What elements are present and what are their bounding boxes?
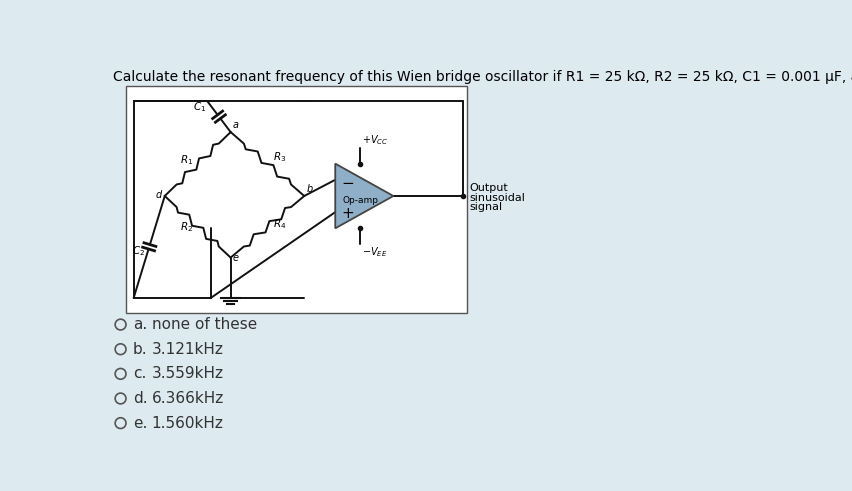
Text: 6.366kHz: 6.366kHz [152,391,223,406]
Text: Op-amp: Op-amp [342,196,377,205]
Text: $R_3$: $R_3$ [273,150,286,164]
Text: Output: Output [469,183,508,193]
Polygon shape [335,164,393,228]
Text: none of these: none of these [152,317,256,332]
Text: 3.559kHz: 3.559kHz [152,366,223,382]
Text: −: − [341,176,354,191]
Text: sinusoidal: sinusoidal [469,192,525,202]
Text: +: + [341,206,354,221]
Bar [126,86,466,313]
Text: e.: e. [133,415,147,431]
Circle shape [115,393,126,404]
Circle shape [115,418,126,429]
Text: c.: c. [133,366,147,382]
Circle shape [115,344,126,355]
Text: 1.560kHz: 1.560kHz [152,415,223,431]
Text: +$V_{CC}$: +$V_{CC}$ [362,133,389,147]
Text: signal: signal [469,202,502,212]
Text: $R_1$: $R_1$ [180,154,193,167]
Text: $C_2$: $C_2$ [132,245,145,258]
Text: Calculate the resonant frequency of this Wien bridge oscillator if R1 = 25 kΩ, R: Calculate the resonant frequency of this… [112,70,852,83]
Text: $R_2$: $R_2$ [180,220,193,234]
Text: b: b [306,184,313,194]
Circle shape [115,319,126,330]
Circle shape [115,368,126,379]
Text: $R_4$: $R_4$ [273,217,286,231]
Text: 3.121kHz: 3.121kHz [152,342,223,356]
Text: b.: b. [133,342,147,356]
Text: $C_1$: $C_1$ [193,101,206,114]
Text: $-V_{EE}$: $-V_{EE}$ [362,246,388,259]
Text: d.: d. [133,391,147,406]
Text: d: d [155,191,162,200]
Text: e: e [233,253,239,264]
Text: a: a [233,120,239,130]
Text: a.: a. [133,317,147,332]
